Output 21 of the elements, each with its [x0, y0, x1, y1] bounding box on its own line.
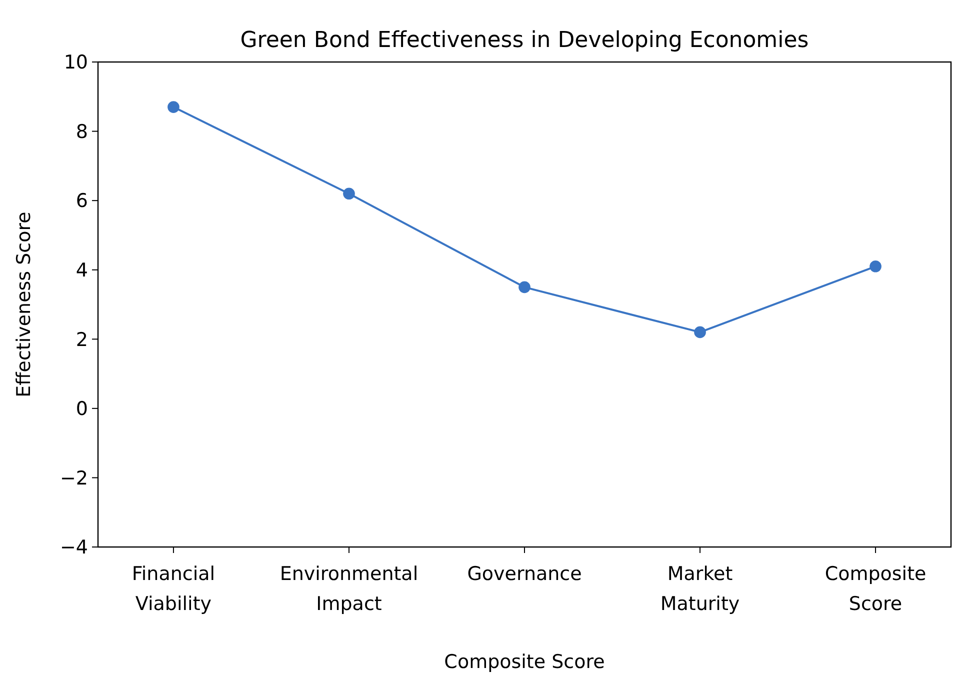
y-tick-label: 0: [76, 398, 88, 420]
y-tick-label: 6: [76, 190, 88, 212]
y-tick-label: 10: [64, 52, 88, 74]
y-tick-label: −2: [60, 467, 88, 490]
y-tick-label: 2: [76, 328, 88, 351]
point: [518, 281, 530, 294]
point: [694, 326, 706, 338]
x-tick-label: Market Maturity: [660, 563, 740, 615]
x-tick-label: Governance: [467, 563, 582, 585]
point: [870, 260, 882, 272]
point: [168, 101, 180, 113]
x-axis-title: Composite Score: [444, 651, 605, 673]
y-tick-label: −4: [60, 536, 88, 559]
chart-title: Green Bond Effectiveness in Developing Economies: [240, 28, 809, 53]
x-tick-label: Composite Score: [824, 563, 926, 615]
y-tick-label: 8: [76, 120, 88, 143]
y-tick-label: 4: [76, 260, 88, 282]
y-axis-title: Effectiveness Score: [13, 212, 35, 398]
x-tick-label: Financial Viability: [132, 563, 216, 615]
point: [343, 188, 355, 200]
x-tick-label: Environmental Impact: [280, 563, 418, 615]
